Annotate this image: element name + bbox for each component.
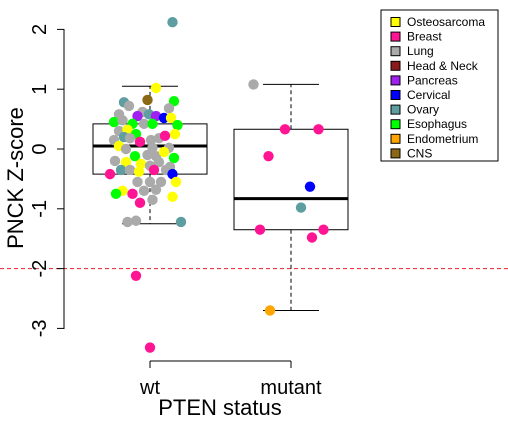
data-point (145, 134, 157, 146)
legend-label: CNS (407, 146, 432, 160)
y-axis-title: PNCK Z-score (3, 107, 28, 249)
data-point (295, 202, 307, 213)
legend-swatch (390, 133, 401, 144)
data-point (135, 158, 147, 170)
data-point (169, 128, 181, 140)
y-tick-label: 0 (29, 143, 51, 154)
data-point (124, 133, 136, 144)
legend-swatch (390, 75, 401, 86)
data-point (167, 17, 178, 28)
data-point (167, 191, 178, 203)
data-point (263, 150, 274, 162)
box-mutant (233, 83, 349, 311)
data-point (254, 224, 266, 235)
data-point (142, 149, 153, 161)
legend-label: Osteosarcoma (407, 15, 485, 29)
legend-label: Lung (407, 44, 434, 58)
data-point (155, 176, 167, 188)
data-point (264, 305, 276, 316)
legend-swatch (390, 31, 401, 42)
data-point (127, 188, 138, 200)
data-point (306, 232, 318, 243)
data-point (163, 103, 175, 114)
legend-label: Breast (407, 30, 442, 44)
y-tick-label: -3 (29, 320, 51, 338)
legend-label: Pancreas (407, 73, 458, 87)
legend-swatch (390, 148, 401, 159)
legend-label: Head & Neck (407, 59, 479, 73)
data-point (153, 156, 165, 168)
data-point (115, 164, 127, 176)
x-tick-label-wt: wt (139, 377, 160, 399)
data-point (122, 216, 133, 228)
data-point (129, 150, 141, 162)
data-point (248, 79, 259, 90)
data-point (132, 176, 143, 188)
data-point (120, 156, 132, 168)
data-point (304, 181, 316, 192)
data-point (133, 166, 145, 177)
data-point (110, 188, 122, 200)
data-point (123, 100, 135, 112)
x-axis-title: PTEN status (158, 395, 281, 420)
data-point (165, 112, 177, 124)
legend-label: Endometrium (407, 132, 478, 146)
data-point (279, 124, 291, 135)
data-point (144, 176, 156, 188)
data-point (168, 152, 180, 164)
data-point (158, 146, 170, 158)
data-point (130, 215, 142, 226)
legend-swatch (390, 17, 401, 27)
data-point (124, 164, 136, 176)
data-point (175, 216, 187, 228)
data-point (150, 82, 162, 94)
data-point (150, 184, 162, 195)
data-point (318, 224, 329, 235)
data-point (109, 155, 121, 167)
data-point (104, 168, 116, 180)
legend-swatch (390, 119, 401, 130)
y-tick-label: 2 (29, 24, 51, 35)
y-tick-label: -2 (29, 260, 51, 278)
x-tick-label-mutant: mutant (260, 377, 322, 399)
data-point (147, 194, 158, 206)
iqr-box (233, 128, 349, 231)
legend-label: Ovary (407, 103, 439, 117)
data-point (132, 110, 143, 122)
data-point (138, 185, 150, 197)
legend-swatch (390, 60, 401, 71)
data-point (108, 116, 120, 128)
legend-swatch (390, 46, 401, 57)
data-point (172, 119, 183, 131)
data-point (142, 94, 153, 106)
data-point (150, 110, 162, 122)
legend-swatch (390, 90, 401, 100)
data-point (147, 118, 158, 130)
y-tick-label: 1 (29, 84, 51, 95)
data-point (313, 124, 324, 135)
legend-swatch (390, 104, 401, 115)
data-point (148, 164, 160, 176)
data-point (130, 270, 142, 281)
data-point (144, 342, 156, 353)
data-point (120, 143, 132, 155)
legend-label: Esophagus (407, 117, 467, 131)
data-point (170, 176, 182, 188)
data-point (167, 168, 178, 180)
legend-label: Cervical (407, 88, 450, 102)
data-point (138, 118, 150, 130)
data-point (159, 130, 171, 142)
data-point (117, 115, 128, 126)
y-tick-label: -1 (29, 200, 51, 218)
data-point (134, 136, 146, 148)
data-point (134, 197, 146, 209)
